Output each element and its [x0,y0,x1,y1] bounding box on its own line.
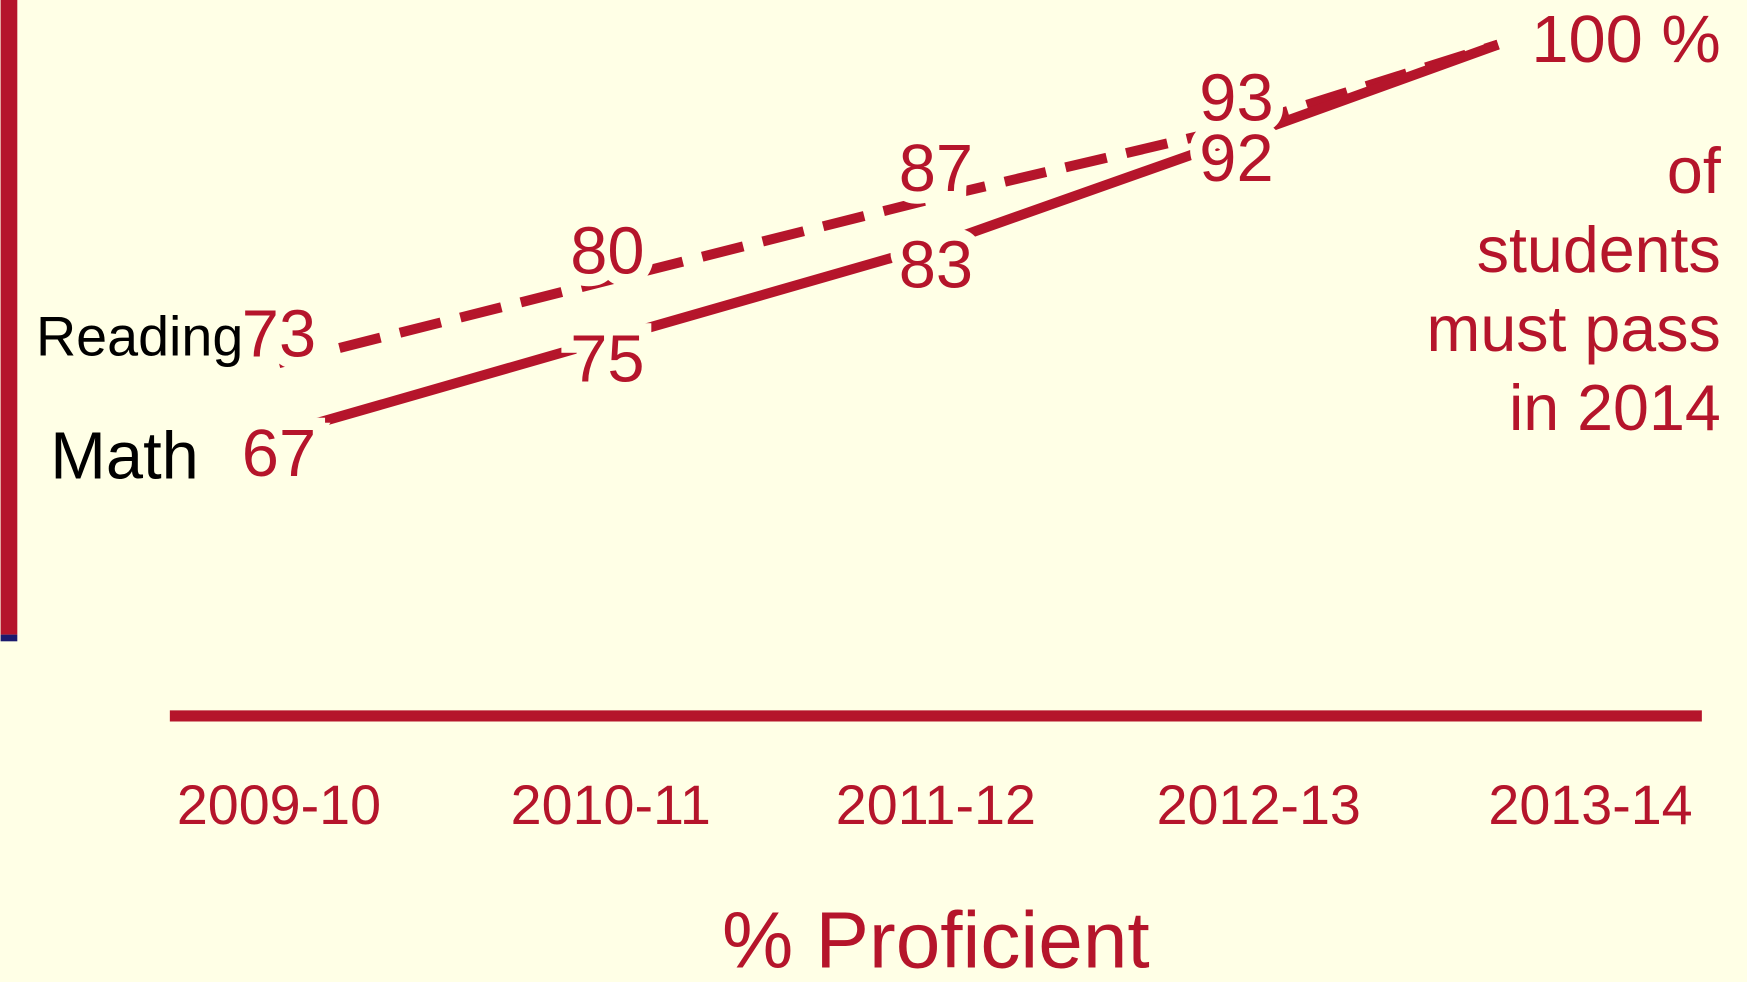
series-line [277,39,1500,439]
data-label: 75 [570,323,644,397]
data-label: 100 % [1531,3,1720,77]
x-tick-label: 2009-10 [177,774,381,836]
legend-label: Math [50,419,199,493]
side-bar-foot [0,634,18,642]
x-tick-label: 2010-11 [511,774,711,836]
x-axis-title: % Proficient [722,895,1150,982]
series-line [277,39,1500,369]
data-label: 80 [570,215,644,289]
data-label: 92 [1199,122,1273,196]
x-tick-label: 2013-14 [1488,774,1692,836]
data-label: 93 [1199,61,1273,135]
x-tick-label: 2011-12 [836,774,1036,836]
legend-label: Reading [36,306,243,368]
annotation: in 2014 [1509,372,1721,444]
data-label: 83 [899,228,973,302]
annotation: must pass [1427,293,1721,365]
data-label: 73 [242,297,316,371]
annotation: of [1667,135,1722,207]
data-label: 67 [242,417,316,491]
side-bar [0,0,18,635]
data-label: 87 [899,132,973,206]
x-tick-label: 2012-13 [1157,774,1361,836]
annotation: students [1477,214,1721,286]
